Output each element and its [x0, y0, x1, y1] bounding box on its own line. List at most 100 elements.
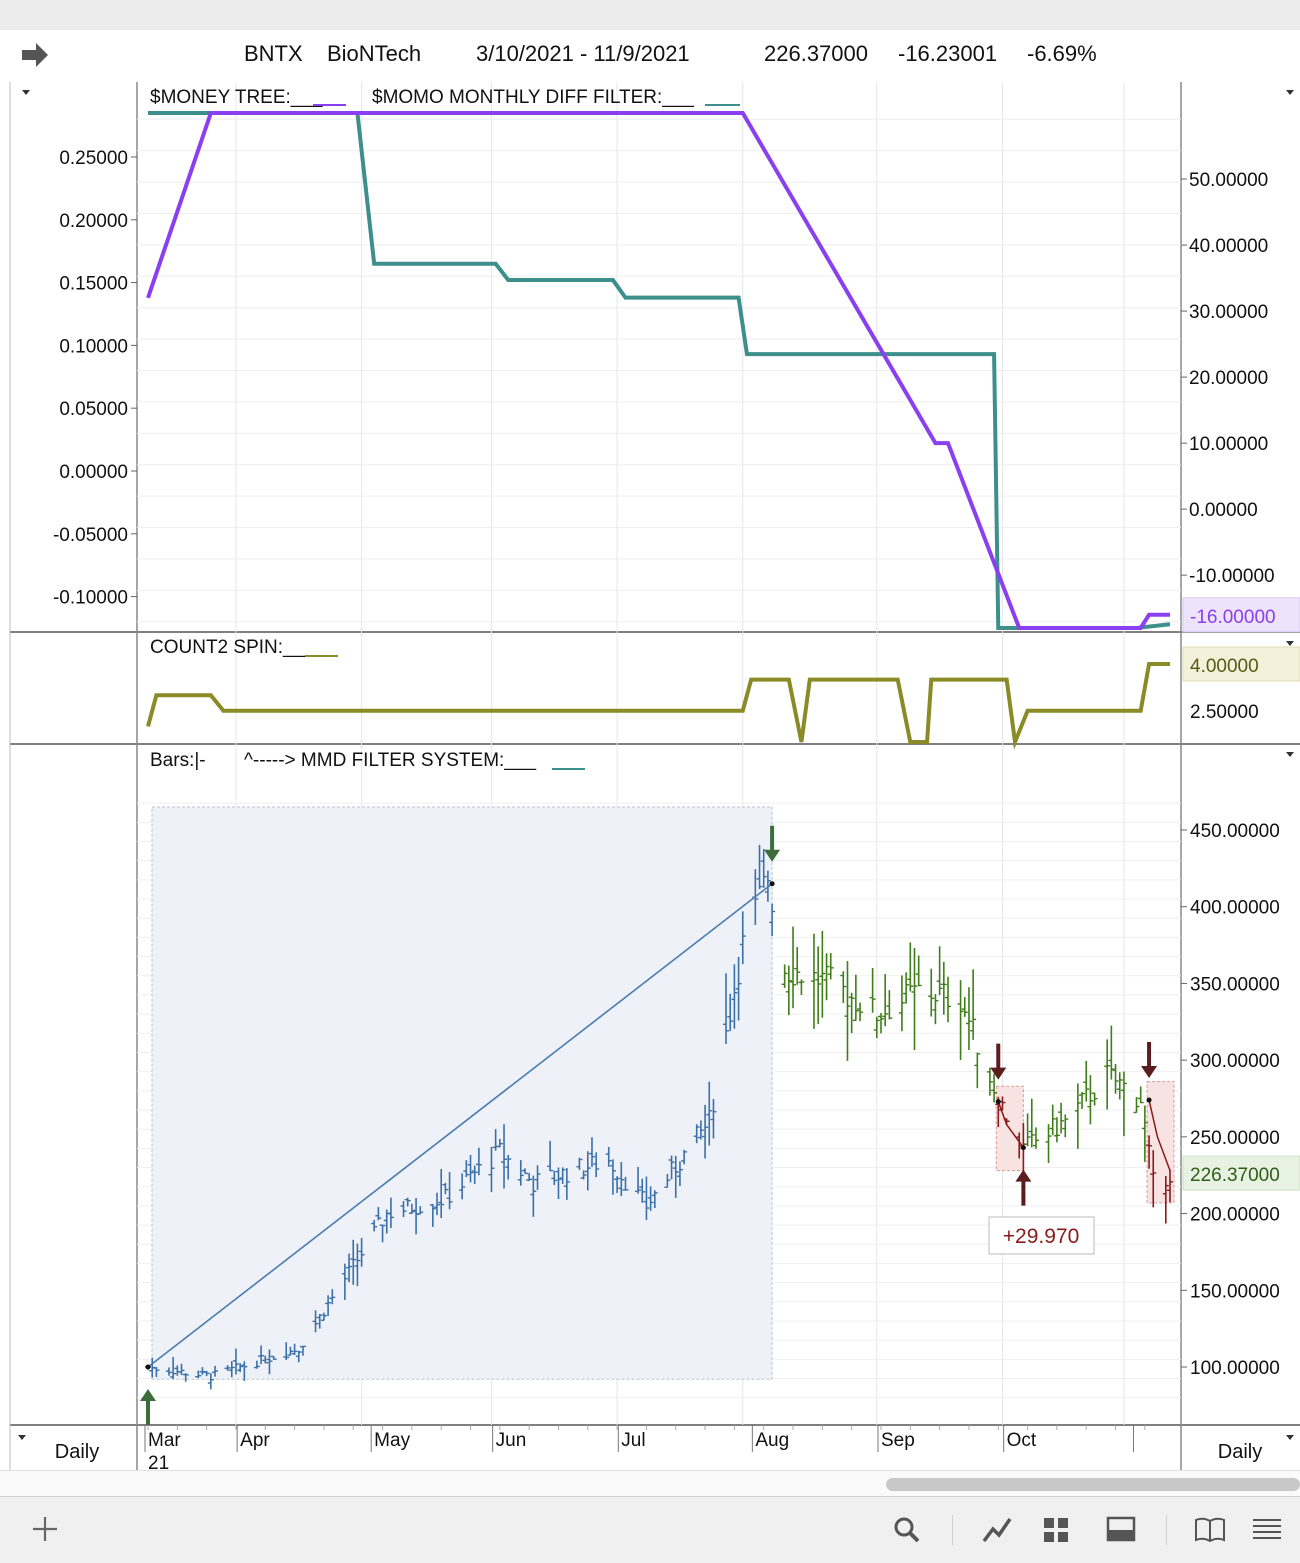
- trade-annotation-box: [988, 1216, 1095, 1255]
- ohlc-bar: [794, 947, 801, 985]
- last-value-badge: [1182, 646, 1300, 682]
- plus-icon[interactable]: [28, 1511, 62, 1547]
- ohlc-bar: [270, 1355, 277, 1360]
- ohlc-bar: [756, 844, 763, 890]
- ohlc-bar: [299, 1345, 306, 1356]
- ohlc-bars: [145, 844, 1173, 1390]
- chevron-down-icon: [1286, 641, 1294, 646]
- ohlc-bar: [898, 975, 905, 1032]
- ohlc-bar: [727, 993, 734, 1031]
- left-axis-tick-label: 0.20000: [59, 211, 128, 232]
- ohlc-bar: [844, 961, 851, 1061]
- ohlc-bar: [584, 1151, 591, 1191]
- ohlc-bar: [1062, 1114, 1069, 1138]
- ohlc-bar: [635, 1166, 642, 1194]
- ohlc-bar: [165, 1367, 172, 1376]
- ohlc-bar: [1032, 1127, 1039, 1149]
- ohlc-bar: [739, 911, 746, 965]
- left-axis-tick-label: 0.15000: [59, 274, 128, 295]
- legend-bars: Bars:|-: [150, 750, 206, 771]
- ohlc-bar: [798, 979, 805, 995]
- last-price: 226.37000: [764, 41, 868, 66]
- ohlc-bar: [475, 1147, 482, 1176]
- ohlc-bar: [526, 1172, 533, 1182]
- horizontal-scrollbar[interactable]: [0, 1470, 1300, 1497]
- ohlc-bar: [706, 1081, 713, 1146]
- ohlc-bar: [463, 1160, 470, 1178]
- x-axis-tick-label: May: [374, 1430, 410, 1451]
- ohlc-bar: [911, 947, 918, 1050]
- ohlc-bar: [341, 1263, 348, 1300]
- ohlc-bar: [932, 994, 939, 1025]
- ohlc-bar: [467, 1155, 474, 1183]
- ohlc-bar: [1112, 1063, 1119, 1094]
- ohlc-bar: [852, 974, 859, 1022]
- right-axis-tick-label: 400.00000: [1190, 898, 1280, 919]
- ohlc-bar: [312, 1310, 319, 1333]
- ohlc-bar: [1137, 1086, 1144, 1104]
- chevron-down-icon: [1286, 90, 1294, 95]
- ohlc-bar: [1133, 1097, 1140, 1114]
- ohlc-bar: [283, 1342, 290, 1360]
- left-axis-tick-label: 0.00000: [59, 462, 128, 483]
- ohlc-bar: [961, 997, 968, 1017]
- trade-path-line: [1148, 1099, 1171, 1171]
- forward-arrow-icon[interactable]: [20, 40, 50, 70]
- period-selector-right: Daily: [1218, 1441, 1262, 1463]
- legend-momo-filter: $MOMO MONTHLY DIFF FILTER:___: [372, 87, 694, 108]
- ohlc-bar: [442, 1182, 449, 1195]
- ohlc-bar: [551, 1170, 558, 1185]
- right-axis-tick-label: 0.00000: [1189, 500, 1258, 521]
- ohlc-bar: [417, 1206, 424, 1215]
- ohlc-bar: [459, 1173, 466, 1200]
- ohlc-bar: [681, 1149, 688, 1165]
- ohlc-bar: [1120, 1071, 1127, 1137]
- ohlc-bar: [488, 1146, 495, 1193]
- signal-point: [769, 881, 775, 887]
- ohlc-bar: [965, 987, 972, 1051]
- ohlc-bar: [471, 1165, 478, 1185]
- signal-point: [145, 1364, 151, 1370]
- price-change-pct: -6.69%: [1027, 41, 1097, 66]
- toolbar-separator: [952, 1515, 953, 1545]
- ohlc-bar: [325, 1295, 332, 1316]
- ohlc-bar: [354, 1243, 361, 1287]
- signal-down-arrow: [990, 1043, 1007, 1080]
- period-selector-left: Daily: [55, 1441, 99, 1463]
- date-range: 3/10/2021 - 11/9/2021: [476, 41, 690, 66]
- right-axis-tick-label: 50.00000: [1189, 170, 1268, 191]
- right-axis-tick-label: 30.00000: [1189, 302, 1268, 323]
- signal-point: [1020, 1145, 1026, 1151]
- book-icon[interactable]: [1193, 1511, 1227, 1547]
- ohlc-bar: [957, 980, 964, 1060]
- chart-area[interactable]: 0.25000 0.20000 0.15000 0.10000 0.05000 0.000…: [0, 0, 1300, 1470]
- ohlc-bar: [258, 1345, 265, 1365]
- ohlc-bar: [207, 1373, 214, 1390]
- ohlc-bar: [346, 1253, 353, 1283]
- legend-mmd-system: ^-----> MMD FILTER SYSTEM:___: [244, 750, 536, 771]
- ohlc-bar: [974, 1052, 981, 1089]
- ohlc-bar: [408, 1203, 415, 1214]
- ohlc-bar: [153, 1367, 160, 1377]
- ohlc-bar: [262, 1355, 269, 1364]
- last-price-badge: [1182, 1155, 1300, 1191]
- ohlc-bar: [371, 1219, 378, 1232]
- ohlc-bar: [534, 1165, 541, 1190]
- right-axis-tick-label: 20.00000: [1189, 368, 1268, 389]
- menu-icon[interactable]: [1250, 1511, 1284, 1547]
- draw-line-icon[interactable]: [980, 1511, 1014, 1547]
- search-icon[interactable]: [890, 1511, 924, 1547]
- legend-money-tree: $MONEY TREE:___: [150, 87, 323, 108]
- ohlc-bar: [501, 1124, 508, 1189]
- ohlc-bar: [702, 1104, 709, 1159]
- ohlc-bar: [810, 933, 817, 1029]
- ohlc-bar: [576, 1157, 583, 1170]
- layout-icon[interactable]: [1104, 1511, 1138, 1547]
- ohlc-bar: [651, 1190, 658, 1209]
- right-axis-tick-label: 300.00000: [1190, 1051, 1280, 1072]
- grid-icon[interactable]: [1039, 1511, 1073, 1547]
- ohlc-bar: [991, 1073, 998, 1103]
- ohlc-bar: [823, 953, 830, 1001]
- scrollbar-thumb[interactable]: [886, 1478, 1300, 1491]
- ohlc-bar: [723, 973, 730, 1044]
